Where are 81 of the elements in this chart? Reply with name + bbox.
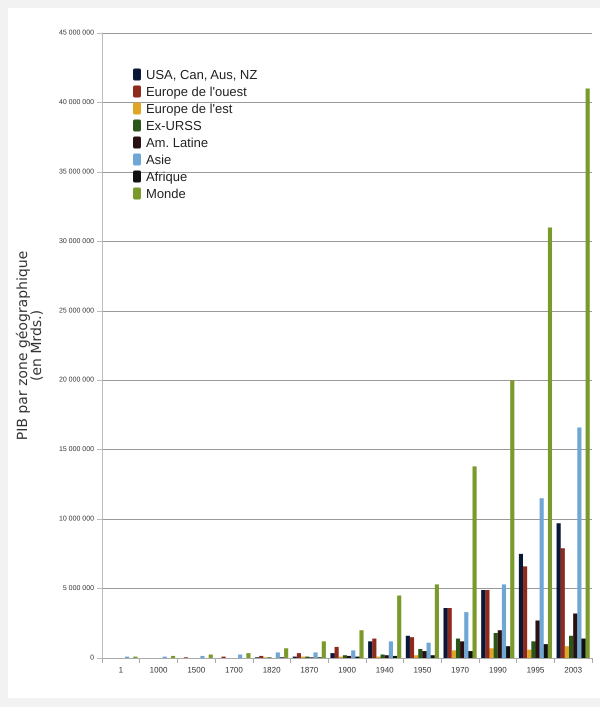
bar xyxy=(418,648,422,658)
bar xyxy=(313,652,318,658)
legend-label: Ex-URSS xyxy=(146,118,202,133)
bar xyxy=(448,608,452,658)
bar xyxy=(506,646,510,658)
bar xyxy=(535,620,540,658)
bar xyxy=(548,227,552,658)
bar xyxy=(443,608,448,658)
bar xyxy=(351,650,356,658)
bar xyxy=(569,636,574,658)
bar xyxy=(523,566,528,658)
bar xyxy=(581,638,586,658)
bar xyxy=(330,653,335,658)
bar xyxy=(397,596,402,658)
x-tick-label: 1900 xyxy=(338,666,356,674)
x-tick-label: 1 xyxy=(118,666,124,674)
bar xyxy=(238,654,242,658)
bar xyxy=(342,655,347,658)
bar xyxy=(460,641,464,658)
bar xyxy=(452,650,456,658)
bar xyxy=(334,646,339,658)
bar xyxy=(586,88,590,658)
bar xyxy=(372,638,376,658)
bar xyxy=(560,548,565,658)
x-tick-label: 1820 xyxy=(262,666,282,674)
bar xyxy=(406,636,410,658)
x-tick-label: 1500 xyxy=(187,666,206,674)
bar xyxy=(208,654,213,658)
bar xyxy=(388,641,393,658)
bar xyxy=(322,641,326,658)
x-tick-label: 1000 xyxy=(150,666,168,674)
x-tick-label: 1870 xyxy=(300,666,319,674)
legend-label: Europe de l'est xyxy=(146,101,233,116)
bar xyxy=(540,498,544,658)
bar xyxy=(276,652,280,658)
legend-label: Asie xyxy=(146,152,172,167)
bar xyxy=(430,655,435,658)
legend-label: Afrique xyxy=(146,169,188,184)
bar xyxy=(577,427,582,658)
x-tick-label: 1990 xyxy=(488,666,508,674)
bar xyxy=(494,633,498,658)
bar xyxy=(489,648,494,658)
bar xyxy=(380,654,385,658)
bar xyxy=(359,630,364,658)
bar xyxy=(527,650,532,658)
bar xyxy=(531,641,536,658)
bar xyxy=(434,584,439,658)
bar xyxy=(472,466,477,658)
x-tick-label: 1700 xyxy=(225,666,244,674)
bar xyxy=(464,612,468,658)
bar xyxy=(468,651,473,658)
x-tick-label: 1995 xyxy=(526,666,545,674)
bar xyxy=(410,637,414,658)
bar xyxy=(485,590,490,658)
bar xyxy=(414,655,418,658)
bar xyxy=(502,584,506,658)
bar xyxy=(510,380,514,658)
x-tick-label: 1970 xyxy=(451,666,470,674)
bar xyxy=(518,554,524,658)
legend-label: Monde xyxy=(146,186,186,201)
bar xyxy=(422,651,427,658)
legend-label: USA, Can, Aus, NZ xyxy=(146,67,258,82)
bar xyxy=(481,590,486,658)
bar xyxy=(246,653,251,658)
bar xyxy=(296,653,302,658)
bar xyxy=(573,614,578,658)
legend-label: Am. Latine xyxy=(146,135,208,150)
bar xyxy=(368,641,372,658)
x-tick-label: 2003 xyxy=(564,666,583,674)
y-axis-title: PIB par zone géographique (en Mrds.) xyxy=(15,250,45,440)
bar xyxy=(544,644,548,658)
bar xyxy=(426,642,431,658)
bar xyxy=(556,523,561,658)
bar xyxy=(284,648,288,658)
legend-label: Europe de l'ouest xyxy=(146,84,248,99)
x-tick-label: 1950 xyxy=(413,666,432,674)
bar xyxy=(498,630,502,658)
x-tick-label: 1940 xyxy=(376,666,394,674)
bar xyxy=(564,646,570,658)
bar xyxy=(456,638,460,658)
bar xyxy=(384,655,389,658)
